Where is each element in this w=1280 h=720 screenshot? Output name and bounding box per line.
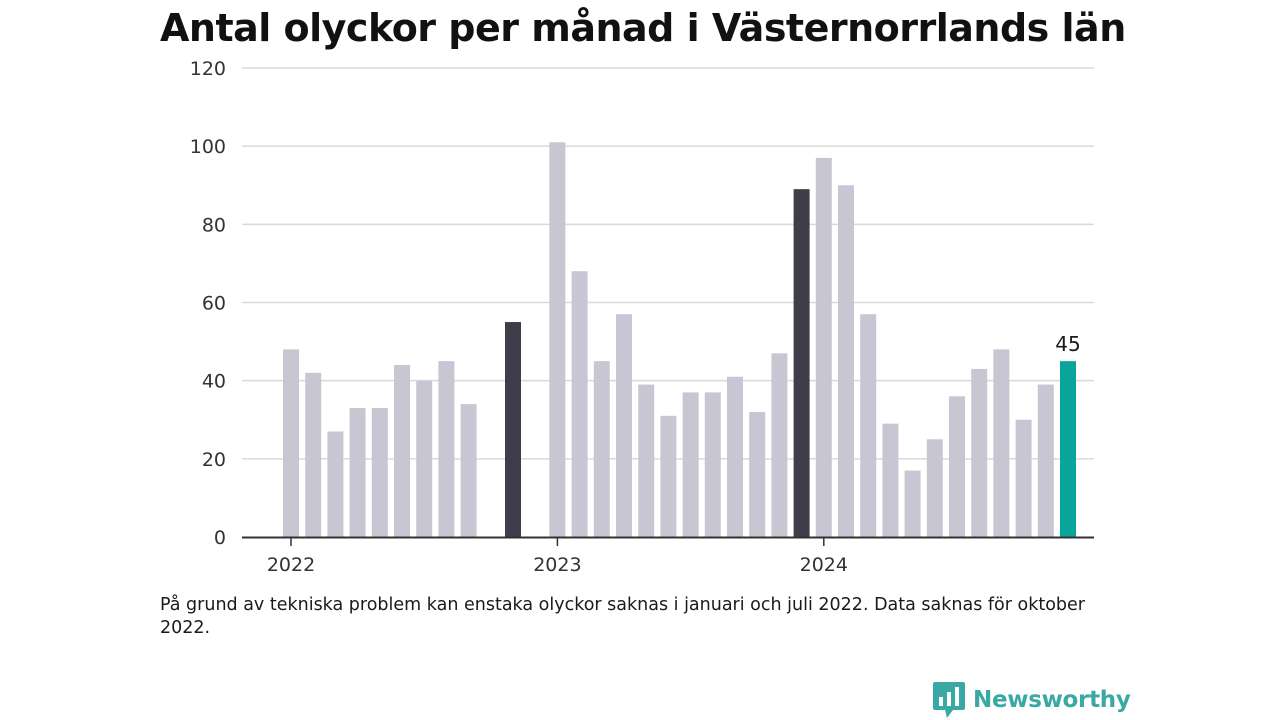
bar xyxy=(971,368,988,537)
bar-chart: 0 20 40 60 80 100 120 2022 2023 2024 45 xyxy=(190,58,1094,576)
brand-name: Newsworthy xyxy=(973,687,1131,713)
bar xyxy=(1037,384,1054,537)
bar xyxy=(727,376,743,537)
bar xyxy=(327,431,344,537)
bar xyxy=(593,361,610,538)
bar xyxy=(749,411,766,537)
bar xyxy=(571,271,588,537)
bar xyxy=(638,384,655,537)
bar xyxy=(349,408,366,537)
bar xyxy=(771,353,788,537)
footnote: På grund av tekniska problem kan enstaka… xyxy=(160,595,1085,638)
bar xyxy=(882,423,899,537)
data-label: 45 xyxy=(1055,332,1080,356)
bar xyxy=(1015,419,1032,537)
bar xyxy=(815,157,832,537)
bar xyxy=(926,439,943,537)
newsworthy-logo-icon xyxy=(933,682,965,718)
bar xyxy=(394,365,410,537)
y-tick-label: 0 xyxy=(214,527,226,549)
y-tick-label: 60 xyxy=(202,293,226,315)
x-tick-label: 2024 xyxy=(800,554,848,576)
bar xyxy=(860,314,877,537)
bar xyxy=(704,392,721,537)
y-tick-label: 120 xyxy=(190,58,226,80)
data-labels: 45 xyxy=(1055,332,1080,356)
bar xyxy=(793,189,810,537)
bar xyxy=(460,404,477,537)
bar xyxy=(305,372,322,537)
bar xyxy=(904,470,921,537)
y-axis-ticks: 0 20 40 60 80 100 120 xyxy=(190,58,226,549)
gridlines xyxy=(242,67,1094,460)
bars xyxy=(283,142,1076,538)
bar xyxy=(438,361,455,538)
x-axis-ticks: 2022 2023 2024 xyxy=(242,536,1094,576)
bar xyxy=(993,349,1010,537)
bar xyxy=(549,142,566,537)
bar xyxy=(371,408,388,537)
bar xyxy=(682,392,699,537)
bar xyxy=(949,396,965,537)
bar xyxy=(616,314,632,537)
y-tick-label: 100 xyxy=(190,136,226,158)
bar xyxy=(838,185,854,537)
bar xyxy=(416,380,433,537)
bar xyxy=(505,322,521,537)
x-tick-label: 2023 xyxy=(533,554,581,576)
y-tick-label: 40 xyxy=(202,371,226,393)
x-tick-label: 2022 xyxy=(267,554,315,576)
y-tick-label: 80 xyxy=(202,214,226,236)
chart-title: Antal olyckor per månad i Västernorrland… xyxy=(160,6,1126,50)
brand: Newsworthy xyxy=(933,682,1131,718)
bar xyxy=(283,349,299,537)
bar xyxy=(660,415,677,537)
bar xyxy=(1060,361,1076,538)
y-tick-label: 20 xyxy=(202,449,226,471)
